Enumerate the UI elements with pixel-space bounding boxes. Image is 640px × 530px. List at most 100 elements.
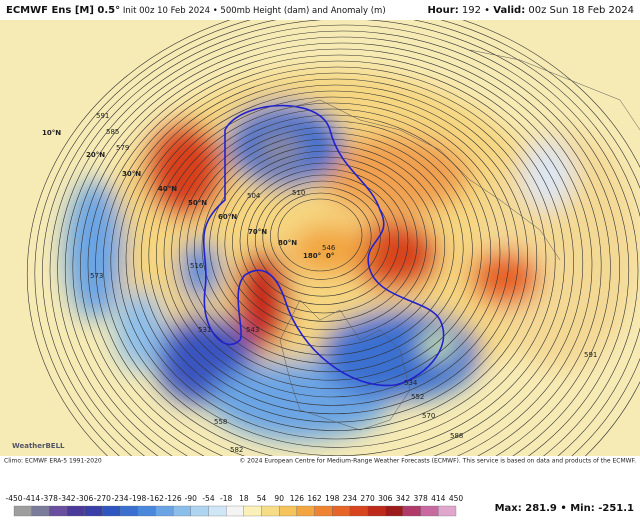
contour	[57, 24, 630, 456]
contour-label: 570	[422, 412, 435, 420]
contour	[148, 96, 519, 415]
copyright: © 2024 European Centre for Medium-Range …	[239, 458, 636, 465]
colorbar-tick-label: 126	[290, 494, 305, 503]
colorbar-cell	[155, 505, 174, 517]
contour	[34, 20, 640, 456]
latitude-label: 40°N	[158, 185, 177, 193]
contour	[140, 90, 528, 423]
contour	[262, 186, 381, 289]
colorbar-tick-label: -234	[112, 494, 129, 503]
colorbar-cell	[385, 505, 404, 517]
valid-part: 00z Sun 18 Feb 2024	[525, 5, 634, 16]
colorbar-tick-label: 18	[239, 494, 249, 503]
latitude-label: 30°N	[122, 170, 141, 178]
colorbar-tick-label: 162	[307, 494, 322, 503]
colorbar-cell	[119, 505, 138, 517]
height-contours	[26, 20, 640, 456]
stat-part: Max:	[495, 503, 522, 514]
latitude-labels: 10°N 20°N 30°N 40°N 50°N 60°N 70°N 80°N 180° 0°	[42, 129, 334, 260]
contour	[254, 180, 390, 297]
contour-label: 516	[190, 262, 204, 270]
colorbar-tick-label: 342	[396, 494, 411, 503]
anomaly-positive	[145, 122, 225, 218]
contour	[26, 20, 640, 456]
anomaly-negative	[523, 140, 573, 210]
latitude-label: 70°N	[248, 228, 267, 236]
colorbar-tick-label: -342	[59, 494, 76, 503]
contour	[156, 102, 510, 406]
colorbar-cell	[332, 505, 351, 517]
colorbar-cell	[49, 505, 68, 517]
colorbar-cell	[226, 505, 244, 517]
contour-label: 531	[198, 326, 211, 334]
colorbar-tick-label: -162	[147, 494, 164, 503]
contour-label: 573	[90, 272, 103, 280]
colorbar-cell	[172, 505, 191, 517]
colorbar-cell	[137, 505, 156, 517]
anomaly-positive	[350, 220, 440, 290]
coastlines	[279, 49, 640, 431]
colorbar-tick-label: -90	[185, 494, 197, 503]
contour-label: 591	[584, 351, 597, 359]
contour	[163, 108, 501, 398]
colorbar-cell	[420, 505, 439, 517]
stat-part: 281.9 •	[522, 503, 570, 514]
contour-label: 582	[230, 446, 243, 454]
valid-part: Hour:	[427, 5, 458, 16]
contour-label: 510	[292, 189, 305, 197]
contour-label: 588	[450, 432, 463, 440]
colorbar-tick-label: -450	[5, 494, 22, 503]
colorbar-cell	[296, 505, 315, 517]
contour	[201, 138, 455, 356]
contour-label: 558	[214, 418, 227, 426]
colorbar-cell	[190, 505, 209, 517]
contour	[49, 20, 639, 456]
contour-label: 585	[106, 128, 119, 136]
colorbar-cell	[84, 505, 103, 517]
latitude-label: 50°N	[188, 199, 207, 207]
coastline	[279, 99, 561, 261]
contour-label: 543	[246, 326, 259, 334]
anomaly-negative	[180, 240, 220, 300]
logo: WeatherBELL	[12, 442, 65, 450]
colorbar-tick-label: 234	[343, 494, 358, 503]
contour	[42, 20, 640, 456]
valid-part: Valid:	[493, 5, 525, 16]
contour-label: 552	[411, 393, 424, 401]
colorbar-tick-label: -198	[129, 494, 146, 503]
colorbar-cell	[13, 505, 32, 517]
colorbar-tick-label: -18	[220, 494, 232, 503]
latitude-label: 20°N	[86, 151, 105, 159]
stat-part: Min:	[570, 503, 595, 514]
contour	[216, 150, 436, 339]
contour-labels: 591 585 579 573 531 516 543 504 510 546 558 534 552 5…	[90, 112, 597, 454]
stats: Max: 281.9 • Min: -251.1	[495, 503, 634, 514]
colorbar-tick-label: -54	[202, 494, 214, 503]
contour-label: 534	[404, 379, 418, 387]
colorbar-tick-label: 450	[449, 494, 464, 503]
anomaly-negative	[65, 180, 125, 320]
colorbar-cell	[438, 505, 457, 517]
colorbar-cell	[402, 505, 421, 517]
longitude-label: 180°	[303, 252, 321, 260]
contour	[209, 144, 446, 347]
colorbar-tick-label: 306	[378, 494, 393, 503]
colorbar-cell	[367, 505, 386, 517]
colorbar-tick-label: 270	[360, 494, 375, 503]
anomaly-negative	[255, 130, 305, 170]
longitude-label: 0°	[326, 252, 334, 260]
colorbar: -450 -414 -378 -342 -306 -270 -234 -198 -162 -126…	[5, 494, 464, 517]
anomaly-positive	[480, 130, 640, 370]
colorbar-cell	[102, 505, 121, 517]
contour-label: 546	[322, 244, 336, 252]
colorbar-cell	[243, 505, 262, 517]
latitude-label: 10°N	[42, 129, 61, 137]
contour	[232, 162, 418, 322]
contour	[247, 174, 400, 305]
valid-part: 192 •	[459, 5, 494, 16]
contour	[125, 78, 547, 440]
anomaly-positive	[290, 225, 370, 275]
colorbar-tick-label: -414	[23, 494, 40, 503]
